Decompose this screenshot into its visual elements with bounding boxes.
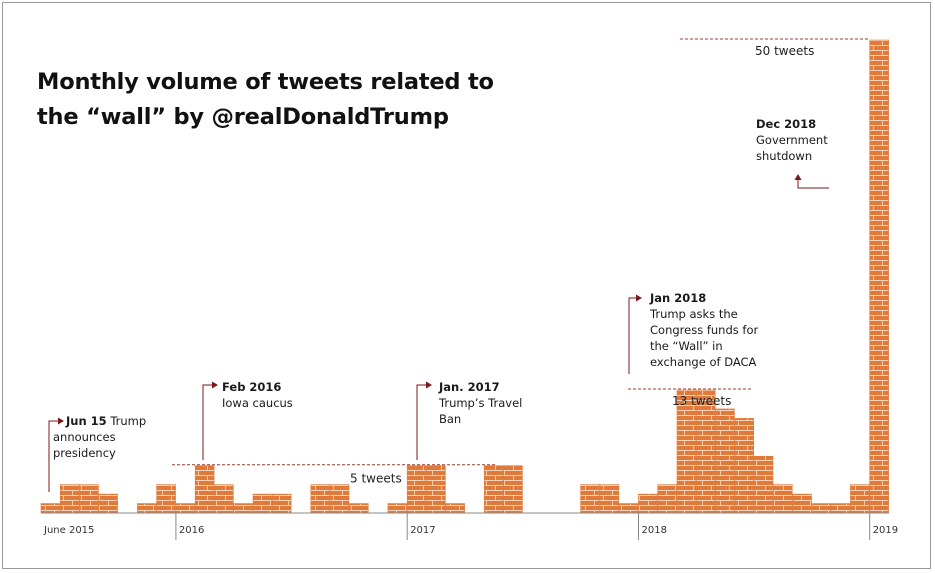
annotation-title: Dec 2018 <box>756 117 816 131</box>
annotation-title: Feb 2016 <box>222 380 281 394</box>
x-axis: June 2015 2016 2017 2018 2019 <box>41 512 898 540</box>
bar-mar-2017 <box>445 503 465 514</box>
chart-title: Monthly volume of tweets related to the … <box>37 65 494 135</box>
reference-label-13: 13 tweets <box>672 394 731 408</box>
bar-sep-2018 <box>792 493 812 514</box>
annotation-title: Jan 2018 <box>649 291 706 305</box>
annotation-text: Ban <box>439 412 461 426</box>
bar-jun-2018 <box>734 418 755 514</box>
annotation-leader <box>48 420 59 492</box>
bar-jun-2017 <box>503 465 523 514</box>
bar-nov-2018 <box>830 503 851 514</box>
bar-nov-2017 <box>599 484 620 514</box>
bar-jan-2017 <box>406 465 427 514</box>
bar-jun-2015 <box>40 503 61 514</box>
bar-aug-2015 <box>79 484 99 514</box>
annotation-arrow <box>636 294 642 302</box>
chart-title-line-2: the “wall” by @realDonaldTrump <box>37 104 449 130</box>
annotation-dec-2018: Dec 2018 Government shutdown <box>756 117 829 189</box>
x-tick-label: 2017 <box>410 525 435 536</box>
annotation-arrow <box>58 417 64 425</box>
annotation-feb-2016: Feb 2016 Iowa caucus <box>202 380 293 460</box>
annotation-arrow <box>426 381 432 389</box>
bar-dec-2018 <box>850 484 870 514</box>
bar-dec-2016 <box>387 503 408 514</box>
bar-jan-2016 <box>175 503 196 514</box>
bar-feb-2018 <box>657 484 677 514</box>
annotation-leader <box>797 179 829 189</box>
annotations-layer: Jun 15 Trump announces presidency Feb 2016 I… <box>48 117 829 492</box>
x-tick-label: 2019 <box>873 525 898 536</box>
reference-label-50: 50 tweets <box>755 44 814 58</box>
bar-oct-2018 <box>811 503 832 514</box>
annotation-jan-2018: Jan 2018 Trump asks the Congress funds for… <box>628 291 759 374</box>
annotation-text: shutdown <box>756 149 812 163</box>
bar-may-2018 <box>715 408 735 514</box>
bar-dec-2017 <box>618 503 639 514</box>
annotation-arrow <box>794 174 802 180</box>
bar-mar-2018 <box>676 389 697 514</box>
annotation-title: Jan. 2017 <box>438 380 500 394</box>
bar-may-2017 <box>483 465 504 514</box>
chart-title-line-1: Monthly volume of tweets related to <box>37 69 494 95</box>
annotation-text: presidency <box>53 446 116 460</box>
annotation-text: Trump’s Travel <box>438 396 522 410</box>
bar-aug-2018 <box>773 484 793 514</box>
bar-feb-2016 <box>194 465 215 514</box>
annotation-text: Trump asks the <box>649 307 738 321</box>
bar-oct-2017 <box>580 484 600 514</box>
annotation-text: the “Wall” in <box>650 339 723 353</box>
annotation-jan-2017: Jan. 2017 Trump’s Travel Ban <box>416 380 522 460</box>
bar-dec-2015 <box>156 484 176 514</box>
reference-label-5: 5 tweets <box>350 472 402 486</box>
bar-aug-2016 <box>310 484 331 514</box>
x-tick-label: 2018 <box>642 525 667 536</box>
bar-mar-2016 <box>214 484 234 514</box>
bar-feb-2017 <box>426 465 446 514</box>
bar-jun-2016 <box>271 493 292 514</box>
bar-sep-2016 <box>329 484 350 514</box>
annotation-text: announces <box>53 430 116 444</box>
annotation-text: Congress funds for <box>650 323 759 337</box>
bars-layer <box>40 39 889 514</box>
annotation-text: Jun 15 Trump <box>65 414 146 428</box>
annotation-jun-15: Jun 15 Trump announces presidency <box>48 414 146 492</box>
reference-lines-layer: 5 tweets 13 tweets 50 tweets <box>172 38 869 486</box>
annotation-arrow <box>212 381 218 389</box>
annotation-leader <box>628 297 637 374</box>
annotation-text: Iowa caucus <box>222 396 293 410</box>
bar-jan-2018 <box>638 493 658 514</box>
x-tick-label: June 2015 <box>43 525 94 536</box>
bar-sep-2015 <box>98 493 119 514</box>
bar-jul-2015 <box>59 484 80 514</box>
bar-oct-2016 <box>349 503 369 514</box>
annotation-text: exchange of DACA <box>650 355 757 369</box>
x-tick-label: 2016 <box>179 525 204 536</box>
bar-jan-2019 <box>869 39 889 514</box>
bar-apr-2018 <box>695 389 716 514</box>
bar-nov-2015 <box>137 503 157 514</box>
annotation-leader <box>202 384 213 460</box>
bar-jul-2018 <box>753 455 774 514</box>
annotation-leader <box>416 384 427 460</box>
bar-apr-2016 <box>233 503 253 514</box>
bar-may-2016 <box>252 493 273 514</box>
annotation-text: Government <box>756 133 828 147</box>
